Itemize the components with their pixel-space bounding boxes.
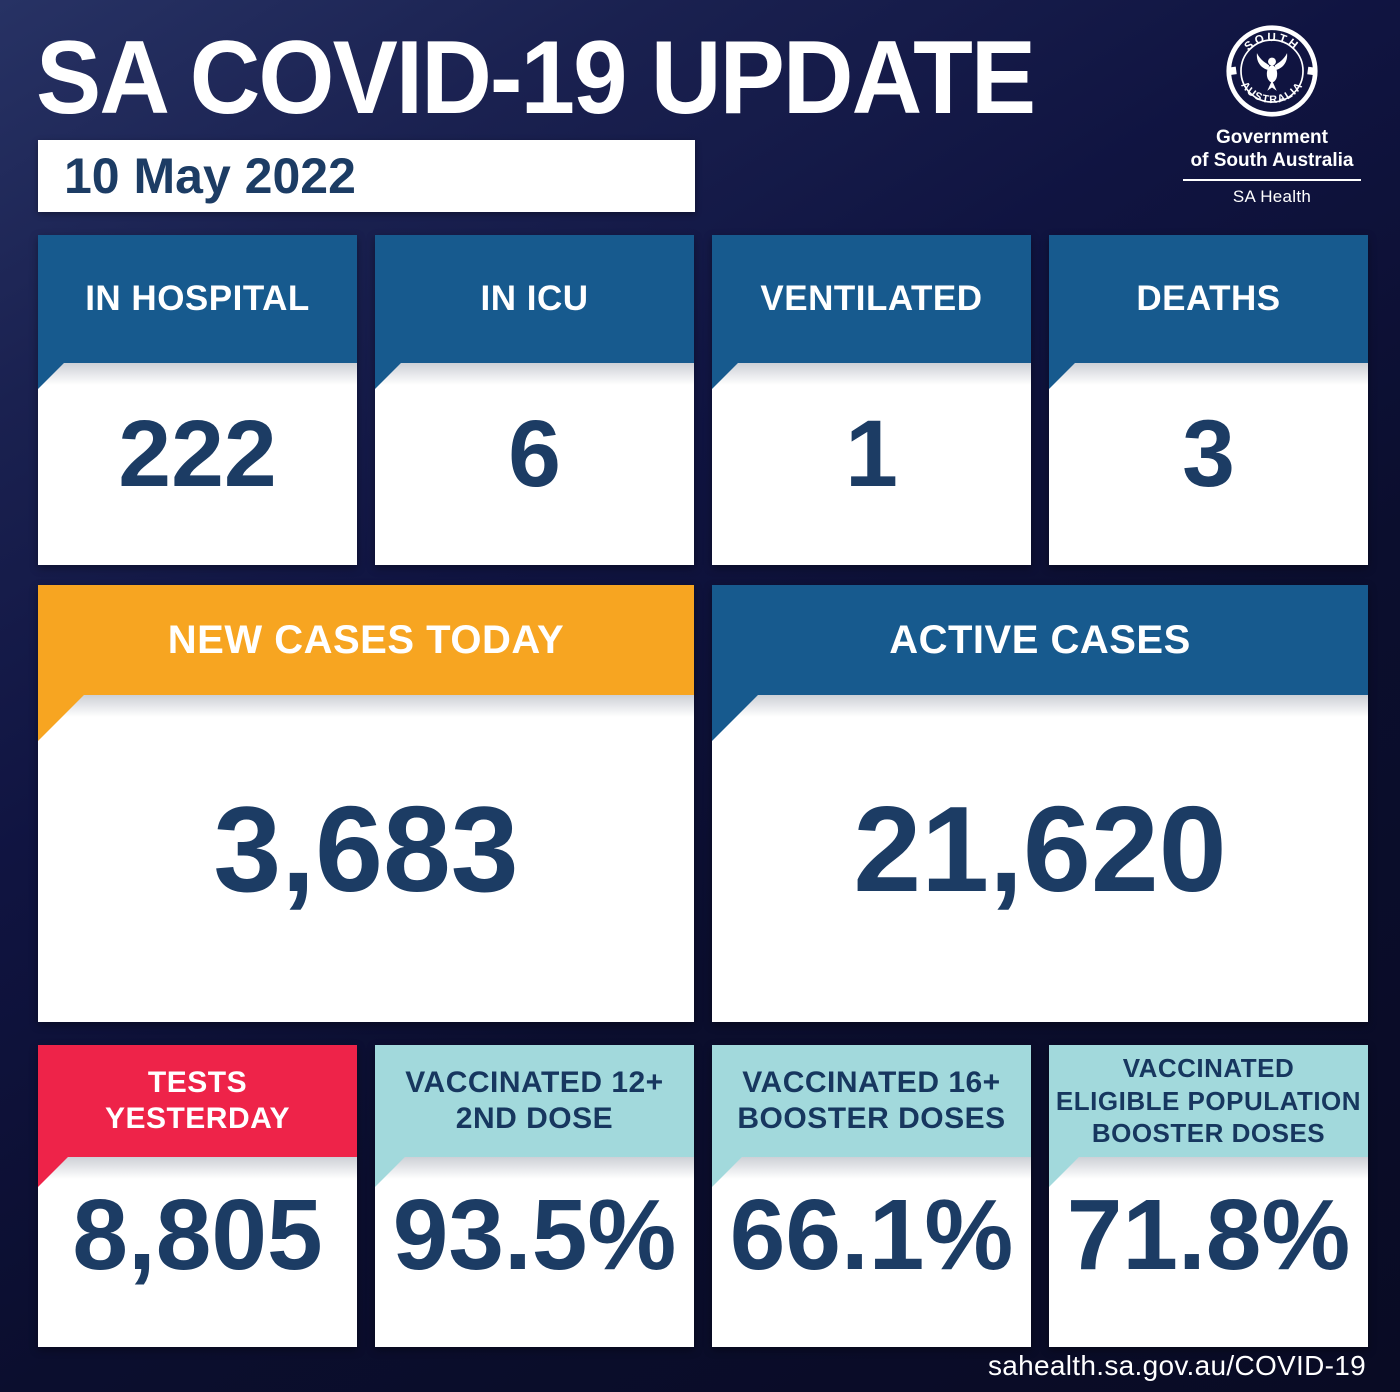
piping-shrike-icon <box>1256 53 1288 91</box>
date-text: 10 May 2022 <box>64 148 356 204</box>
stat-card-tests-yesterday: TESTS YESTERDAY 8,805 <box>38 1045 357 1347</box>
stat-card-body: 71.8% <box>1049 1157 1368 1347</box>
stat-card-active-cases: ACTIVE CASES 21,620 <box>712 585 1368 1022</box>
stat-card-panel <box>375 363 694 565</box>
stat-card-label: DEATHS <box>1136 279 1281 318</box>
stat-card-body: 8,805 <box>38 1157 357 1347</box>
stat-card-header: NEW CASES TODAY <box>38 585 694 695</box>
stat-card-body: 3 <box>1049 363 1368 565</box>
gov-name-line1: Government <box>1216 127 1328 148</box>
page-title-prefix: SA <box>36 20 190 136</box>
stats-row-cases: NEW CASES TODAY 3,683 ACTIVE CASES 21,62… <box>38 585 1368 1022</box>
stat-card-panel <box>38 695 694 1022</box>
stat-card-deaths: DEATHS 3 <box>1049 235 1368 565</box>
stat-card-panel <box>1049 363 1368 565</box>
stat-card-label: VACCINATED ELIGIBLE POPULATION BOOSTER D… <box>1055 1053 1362 1149</box>
stat-card-in-icu: IN ICU 6 <box>375 235 694 565</box>
stat-card-body: 93.5% <box>375 1157 694 1347</box>
stat-card-header: IN ICU <box>375 235 694 363</box>
stat-card-value: 93.5% <box>392 1178 677 1291</box>
stat-card-body: 3,683 <box>38 695 694 1022</box>
stat-card-header: TESTS YESTERDAY <box>38 1045 357 1157</box>
stat-card-header: IN HOSPITAL <box>38 235 357 363</box>
sa-health-label: SA Health <box>1232 187 1312 207</box>
stat-card-label: VENTILATED <box>760 279 983 318</box>
stat-card-vaccinated-eligible-booster: VACCINATED ELIGIBLE POPULATION BOOSTER D… <box>1049 1045 1368 1347</box>
stat-card-vaccinated-16-booster: VACCINATED 16+ BOOSTER DOSES 66.1% <box>712 1045 1031 1347</box>
stat-card-panel <box>375 1157 694 1347</box>
stat-card-panel <box>1049 1157 1368 1347</box>
stat-card-panel <box>38 1157 357 1347</box>
stat-card-value: 6 <box>508 400 561 507</box>
stat-card-label: VACCINATED 12+ 2ND DOSE <box>405 1066 664 1135</box>
stat-card-header: DEATHS <box>1049 235 1368 363</box>
sa-government-logo: SOUTH AUSTRALIA Government of South Aust… <box>1172 24 1372 207</box>
page-title: SA COVID-19 UPDATE <box>36 26 1036 130</box>
stat-card-value: 1 <box>845 400 898 507</box>
stat-card-value: 3,683 <box>213 780 519 917</box>
stat-card-header: VACCINATED ELIGIBLE POPULATION BOOSTER D… <box>1049 1045 1368 1157</box>
stat-card-body: 222 <box>38 363 357 565</box>
page-title-rest: COVID-19 UPDATE <box>189 20 1036 136</box>
stat-card-value: 21,620 <box>853 780 1227 917</box>
stat-card-value: 3 <box>1182 400 1235 507</box>
stat-card-body: 21,620 <box>712 695 1368 1022</box>
gov-name: Government of South Australia <box>1172 126 1372 172</box>
stat-card-label: ACTIVE CASES <box>889 618 1191 662</box>
stat-card-header: VACCINATED 16+ BOOSTER DOSES <box>712 1045 1031 1157</box>
stat-card-value: 222 <box>118 400 277 507</box>
gov-name-line2: of South Australia <box>1190 150 1354 172</box>
stat-card-new-cases-today: NEW CASES TODAY 3,683 <box>38 585 694 1022</box>
stat-card-value: 71.8% <box>1066 1178 1351 1291</box>
stat-card-value: 66.1% <box>729 1178 1014 1291</box>
stat-card-label: TESTS YESTERDAY <box>104 1066 291 1135</box>
stat-card-header: ACTIVE CASES <box>712 585 1368 695</box>
stat-card-body: 1 <box>712 363 1031 565</box>
stat-card-body: 66.1% <box>712 1157 1031 1347</box>
stat-card-value: 8,805 <box>72 1178 323 1291</box>
stat-card-ventilated: VENTILATED 1 <box>712 235 1031 565</box>
stats-row-hospitalisation: IN HOSPITAL 222 IN ICU 6 VENTILATED 1 DE… <box>38 235 1368 565</box>
footer-url: sahealth.sa.gov.au/COVID-19 <box>987 1350 1366 1381</box>
stat-card-label: NEW CASES TODAY <box>167 618 565 662</box>
stat-card-panel <box>38 363 357 565</box>
date-banner: 10 May 2022 <box>38 140 695 212</box>
stat-card-label: IN HOSPITAL <box>85 279 310 318</box>
stat-card-in-hospital: IN HOSPITAL 222 <box>38 235 357 565</box>
stat-card-header: VENTILATED <box>712 235 1031 363</box>
logo-divider-line <box>1183 179 1361 182</box>
state-seal-icon: SOUTH AUSTRALIA <box>1226 25 1318 117</box>
stat-card-body: 6 <box>375 363 694 565</box>
stat-card-header: VACCINATED 12+ 2ND DOSE <box>375 1045 694 1157</box>
stat-card-panel <box>712 363 1031 565</box>
stat-card-vaccinated-12-second-dose: VACCINATED 12+ 2ND DOSE 93.5% <box>375 1045 694 1347</box>
stat-card-label: IN ICU <box>480 279 589 318</box>
stat-card-label: VACCINATED 16+ BOOSTER DOSES <box>737 1066 1006 1135</box>
stat-card-panel <box>712 1157 1031 1347</box>
stats-row-tests-vaccination: TESTS YESTERDAY 8,805 VACCINATED 12+ 2ND… <box>38 1045 1368 1347</box>
stat-card-panel <box>712 695 1368 1022</box>
